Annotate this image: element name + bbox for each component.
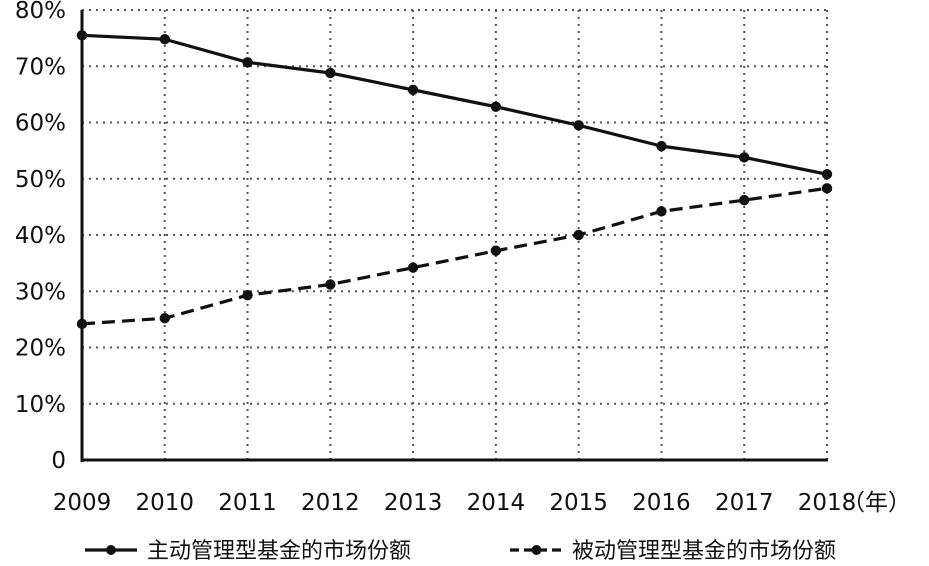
data-point [656,206,667,217]
data-point [407,84,419,96]
y-tick-label: 0 [51,448,66,474]
x-tick-label: 2017 [715,490,774,516]
legend-marker [531,545,542,555]
y-tick-label: 10% [15,392,66,418]
grid [82,9,828,460]
data-point [821,183,833,194]
y-tick-label: 70% [15,54,66,80]
data-point [490,101,502,112]
data-point [159,313,170,324]
data-point [76,318,88,330]
axes [80,10,828,462]
legend-label: 被动管理型基金的市场份额 [572,539,836,564]
data-point [490,245,502,256]
legend-item: 主动管理型基金的市场份额 [85,539,411,564]
y-axis-ticks: 0 10% 20% 30% 40% 50% 60% 70% 80% [15,0,66,474]
data-point [325,67,336,79]
y-tick-label: 20% [15,336,66,362]
x-tick-label: 2009 [53,490,112,516]
x-tick-label: 2011 [218,490,277,516]
series-line [81,186,828,326]
x-tick-label: 2012 [301,490,360,516]
x-axis-ticks: 2009 2010 2011 2012 2013 2014 2015 2016 2017 2018 [53,490,857,516]
data-point [242,57,253,68]
series-lines [76,30,833,330]
legend-item: 被动管理型基金的市场份额 [510,539,836,564]
series-2 [76,183,833,330]
data-point [325,279,336,290]
data-point [407,262,419,273]
y-tick-label: 80% [15,0,66,24]
series-line [81,33,828,176]
data-point [242,289,253,301]
data-point [573,120,584,131]
data-point [159,34,170,45]
data-point [76,30,88,41]
legend-label: 主动管理型基金的市场份额 [147,539,411,564]
data-point [821,169,833,180]
data-point [656,140,667,152]
legend: 主动管理型基金的市场份额 被动管理型基金的市场份额 [85,539,836,564]
x-tick-label: 2010 [136,490,195,516]
x-tick-label: 2014 [467,490,526,516]
data-point [739,152,750,163]
legend-marker [106,545,116,555]
y-tick-label: 30% [15,279,66,305]
y-tick-label: 60% [15,111,66,137]
x-tick-label: 2015 [549,490,608,516]
data-point [573,229,584,241]
x-axis-unit-label: （年） [842,490,911,516]
x-tick-label: 2016 [632,490,691,516]
y-tick-label: 50% [15,167,66,193]
series-1 [76,30,833,180]
y-tick-label: 40% [15,223,66,249]
x-tick-label: 2013 [384,490,443,516]
data-point [739,194,750,206]
x-tick-label: 2018 [798,490,857,516]
